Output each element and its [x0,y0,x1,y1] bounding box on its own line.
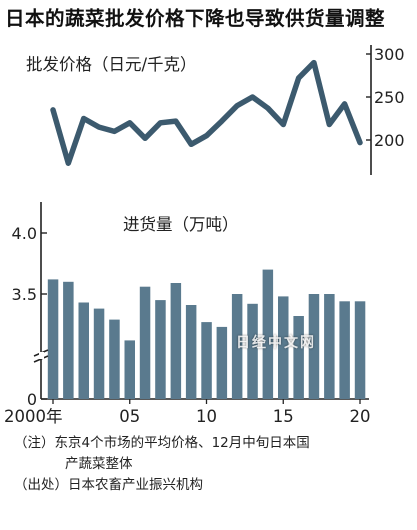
volume-bar-2013 [247,303,258,399]
volume-bar-2006 [139,286,151,399]
xtick-label: 10 [196,407,217,426]
xtick-label: 15 [273,407,294,426]
volume-bar-2004 [109,319,120,399]
xtick-label: 20 [350,407,371,426]
watermark-logo: 日经中文网 [236,335,316,351]
volume-bar-2010 [201,322,212,399]
note-line-1: （注）东京4个市场的平均价格、12月中旬日本国 [14,435,310,451]
volume-bar-2007 [155,300,166,399]
bar-ytick-label: 4.0 [12,224,37,243]
volume-bar-2019 [339,301,350,399]
chart-title: 日本的蔬菜批发价格下降也导致供货量调整 [5,7,386,30]
volume-bar-2012 [231,294,243,399]
volume-bar-2016 [293,316,304,399]
volume-bar-2009 [185,305,197,399]
volume-bar-2014 [262,269,274,399]
volume-bar-2017 [308,294,320,399]
volume-bar-2018 [324,294,335,399]
volume-bar-2003 [93,308,105,399]
notes-block: （注）东京4个市场的平均价格、12月中旬日本国 产蔬菜整体 （出处）日本农畜产业… [14,433,409,496]
volume-bar-2001 [63,281,74,399]
xtick-label: 05 [119,407,140,426]
axis-break-gap [39,352,44,359]
line-ytick-label: 250 [374,88,405,107]
volume-bar-2008 [170,283,182,399]
volume-bar-2002 [78,302,89,399]
price-series-line [50,59,363,166]
bar-ytick-label: 0 [27,390,37,409]
volume-bar-chart: 进货量（万吨） 4.0 3.5 0 2000年 05 10 15 20 [4,202,371,426]
volume-bar-2000 [47,279,59,399]
volume-bar-2020 [354,301,366,399]
xtick-label: 2000年 [4,407,63,426]
price-line-chart: 批发价格（日元/千克） 300 250 200 [26,45,405,175]
line-chart-ylabel: 批发价格（日元/千克） [26,55,197,74]
volume-bar-2005 [124,340,135,399]
note-line-2: 产蔬菜整体 [65,456,133,472]
bar-chart-ylabel: 进货量（万吨） [123,215,239,234]
line-ytick-label: 200 [374,131,405,150]
bar-ytick-label: 3.5 [12,285,37,304]
source-line: （出处）日本农畜产业振兴机构 [14,477,203,493]
line-ytick-label: 300 [374,45,405,64]
volume-bar-2011 [216,326,228,399]
volume-bar-2015 [278,296,289,399]
